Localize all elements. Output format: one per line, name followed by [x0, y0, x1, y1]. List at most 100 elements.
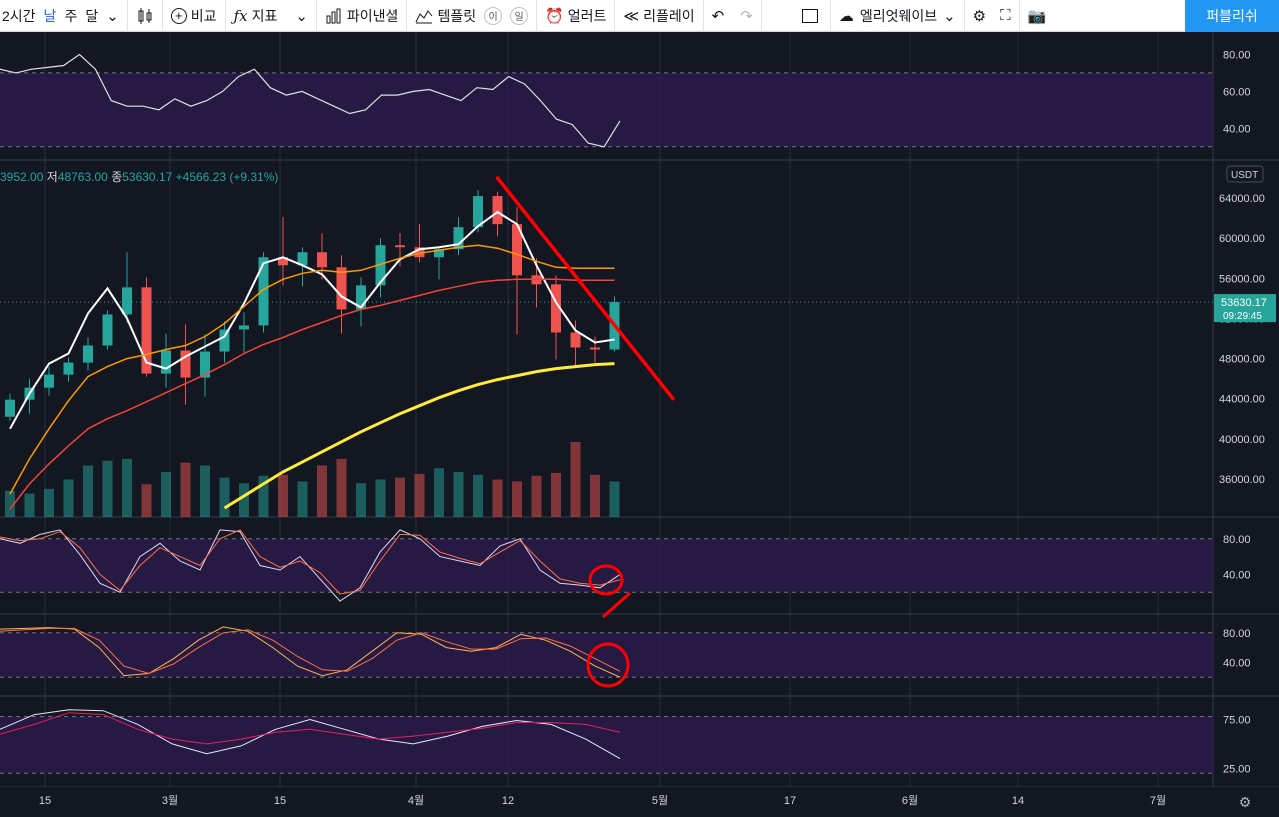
interval-2h[interactable]: 2시간: [2, 7, 36, 24]
volume-bar: [83, 465, 93, 517]
cloud-icon: ☁: [838, 7, 854, 25]
settings-gear-icon: ⚙: [1239, 794, 1252, 810]
chart-type-group: [128, 0, 163, 32]
compare-label: 비교: [190, 7, 217, 24]
rewind-icon: ≪: [623, 7, 640, 25]
stoch1-line: [0, 529, 621, 595]
interval-week[interactable]: 주: [64, 6, 77, 26]
fullscreen-icon[interactable]: ⛶: [1000, 7, 1011, 24]
indicators-button[interactable]: ƒx 지표: [234, 6, 278, 26]
candle-body: [141, 287, 152, 374]
alert-group: ⏰ 얼러트: [537, 0, 616, 32]
trendline: [495, 176, 675, 401]
moving-averages: [9, 210, 615, 510]
interval-week-label: 주: [64, 7, 78, 24]
volume-bar: [590, 474, 600, 517]
price-tick-label: 44000.00: [1219, 394, 1265, 406]
interval-day[interactable]: 날: [44, 6, 57, 26]
volume-bar: [44, 488, 54, 517]
rsi-tick-label: 80.00: [1223, 49, 1251, 61]
volume-bar: [200, 465, 210, 517]
highlight-circle: [586, 642, 630, 688]
volume-bar: [395, 477, 405, 517]
templates-button[interactable]: 템플릿: [415, 6, 476, 26]
legend-open: 3952.00: [0, 170, 44, 184]
price-tick-label: 64000.00: [1219, 193, 1265, 205]
highlight-circle: [588, 564, 624, 596]
candle-body: [317, 252, 327, 268]
publish-button[interactable]: 퍼블리쉬: [1185, 0, 1279, 32]
chevron-down-icon[interactable]: ⌄: [106, 7, 119, 25]
interval-month[interactable]: 달: [85, 6, 98, 26]
chart-canvas[interactable]: 80.00 60.00 40.00 64000.00 60000.00 56000.00 5…: [0, 32, 1279, 817]
last-price-badge: [1214, 294, 1276, 323]
stoch1-line: [0, 529, 621, 602]
plus-icon: +: [170, 7, 187, 24]
camera-icon[interactable]: 📷: [1027, 7, 1047, 25]
rsi-line: [0, 53, 621, 148]
square-icon[interactable]: [801, 8, 818, 23]
volume-bar: [551, 472, 561, 517]
ma-line: [9, 210, 615, 430]
candle-body: [102, 314, 113, 346]
candle-body: [297, 252, 308, 266]
currency-badge: [1226, 165, 1264, 183]
compare-group: + 비교: [163, 0, 226, 32]
volume-bar: [161, 472, 171, 517]
time-tick-label: 15: [39, 795, 51, 807]
candle-body: [492, 196, 503, 225]
volume-bar: [297, 481, 308, 517]
bar-chart-icon: [326, 8, 341, 23]
countdown-label: 09:29:45: [1223, 311, 1262, 322]
gear-icon[interactable]: ⚙: [972, 7, 987, 25]
chevron-down-icon[interactable]: ⌄: [943, 7, 956, 25]
candles-icon[interactable]: [136, 7, 154, 25]
volume-bar: [180, 462, 191, 517]
last-price-label: 53630.17: [1221, 297, 1267, 309]
compare-button[interactable]: + 비교: [170, 6, 217, 26]
interval-month-label: 달: [85, 7, 99, 24]
volume-bar: [375, 479, 386, 517]
candle-body: [570, 332, 581, 348]
candle-body: [258, 257, 269, 326]
osc3-line: [0, 712, 621, 745]
volume-bar: [609, 481, 620, 517]
stoch2-tick-label: 80.00: [1223, 628, 1251, 640]
rsi-tick-label: 60.00: [1223, 86, 1251, 98]
financials-button[interactable]: 파이낸셜: [325, 6, 398, 26]
time-tick-label: 15: [274, 795, 286, 807]
volume-bars: [5, 442, 620, 517]
redo-pill[interactable]: 일: [510, 6, 529, 25]
volume-bar: [570, 442, 581, 517]
undo-icon[interactable]: ↶: [711, 7, 725, 25]
alert-button[interactable]: ⏰ 얼러트: [545, 6, 606, 26]
candle-body: [375, 245, 386, 286]
redo-icon[interactable]: ↷: [740, 7, 753, 25]
candle-body: [219, 329, 230, 352]
volume-bar: [336, 458, 347, 517]
layout-name[interactable]: 엘리엇웨이브: [859, 7, 938, 24]
volume-bar: [24, 493, 35, 517]
time-tick-label: 17: [784, 795, 796, 807]
time-tick-label: 7월: [1150, 794, 1166, 807]
osc3-band: [0, 716, 1213, 774]
volume-bar: [531, 475, 542, 517]
top-toolbar: 2시간 날 주 달 ⌄ + 비교 ƒx 지표 ⌄ 파이낸셜 템플릿 이 일 ⏰ 얼러트…: [0, 0, 1279, 32]
stoch2-line: [0, 627, 621, 675]
replay-button[interactable]: ≪ 리플레이: [623, 6, 694, 26]
volume-bar: [239, 483, 249, 517]
templates-group: 템플릿 이 일: [407, 0, 538, 32]
indicators-group: ƒx 지표 ⌄: [226, 0, 317, 32]
price-tick-label: 56000.00: [1219, 273, 1265, 285]
candle-body: [395, 245, 405, 248]
undo-pill[interactable]: 이: [484, 6, 503, 25]
volume-bar: [356, 483, 366, 517]
legend-low: 48763.00: [57, 170, 108, 184]
select-group: [790, 0, 831, 32]
volume-bar: [317, 465, 327, 517]
template-icon: [416, 9, 433, 23]
templates-label: 템플릿: [437, 7, 477, 24]
chevron-down-icon[interactable]: ⌄: [295, 7, 308, 25]
candle-body: [200, 351, 210, 378]
candle-body: [122, 287, 132, 315]
